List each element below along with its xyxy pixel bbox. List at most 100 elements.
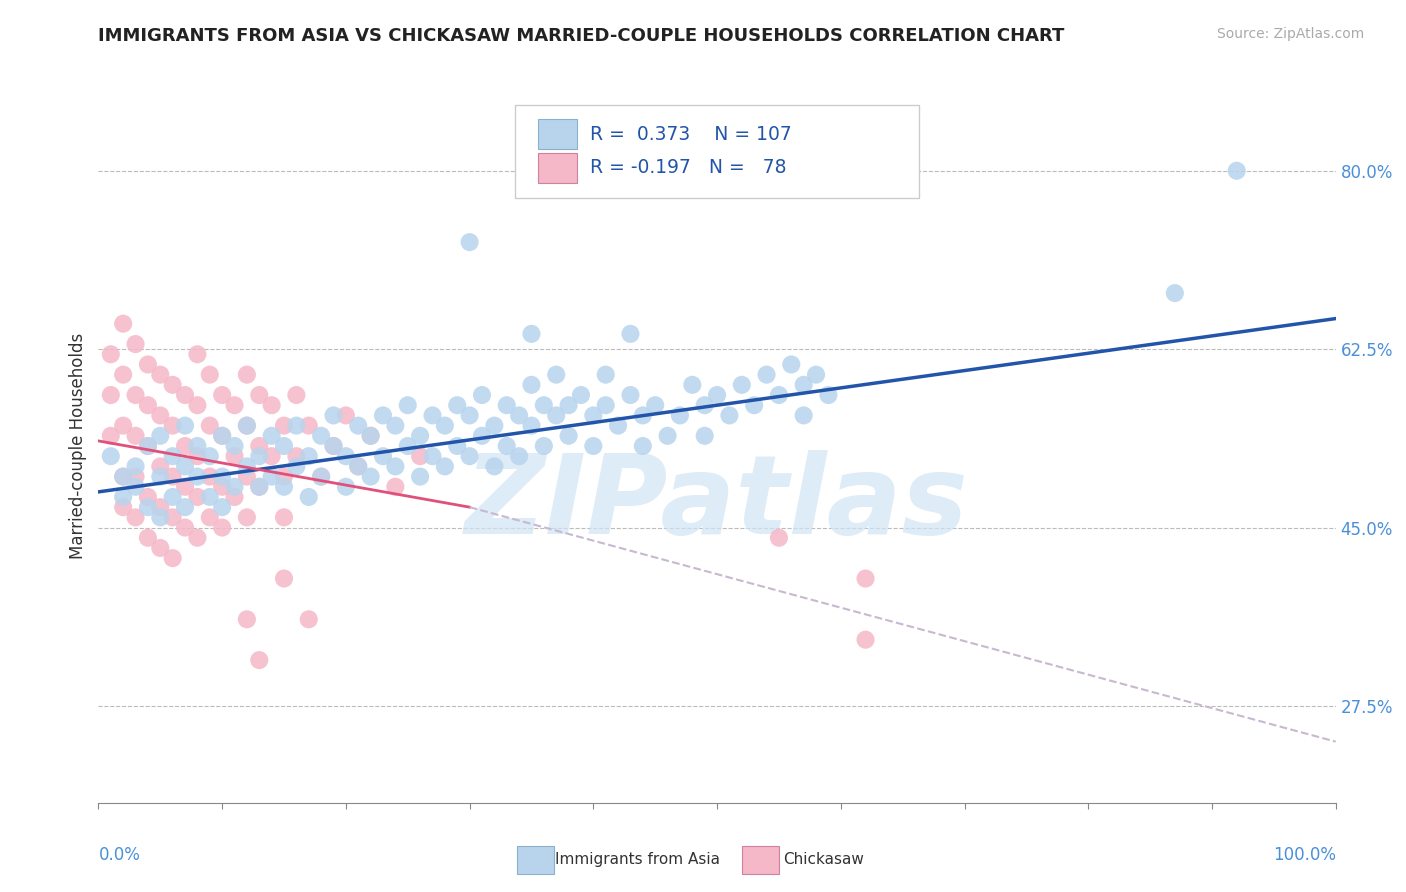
Point [409, 469, 432, 483]
Point [360, 429, 382, 443]
Point [508, 409, 530, 423]
Point [644, 398, 666, 412]
Point [309, 429, 332, 443]
Point [186, 531, 208, 545]
Point [731, 377, 754, 392]
Point [174, 459, 197, 474]
Point [136, 358, 159, 372]
Point [112, 490, 135, 504]
Point [149, 459, 172, 474]
Point [260, 469, 283, 483]
Point [198, 449, 221, 463]
Point [186, 449, 208, 463]
Point [136, 398, 159, 412]
Point [322, 439, 344, 453]
Point [112, 418, 135, 433]
Point [186, 398, 208, 412]
Point [136, 439, 159, 453]
Point [347, 459, 370, 474]
Point [198, 418, 221, 433]
Point [236, 612, 259, 626]
Point [174, 418, 197, 433]
Point [162, 418, 184, 433]
Point [855, 572, 877, 586]
Point [298, 612, 321, 626]
Point [186, 347, 208, 361]
Point [273, 418, 295, 433]
Point [508, 449, 530, 463]
Point [657, 429, 679, 443]
Point [546, 409, 568, 423]
Point [112, 368, 135, 382]
Point [619, 326, 641, 341]
Point [198, 510, 221, 524]
Point [471, 429, 494, 443]
Point [298, 490, 321, 504]
Point [136, 490, 159, 504]
Point [409, 429, 432, 443]
Point [112, 317, 135, 331]
Point [247, 388, 270, 402]
Point [520, 377, 543, 392]
Point [273, 439, 295, 453]
Point [112, 469, 135, 483]
Point [371, 409, 394, 423]
Point [211, 520, 233, 534]
Point [100, 347, 122, 361]
Point [855, 632, 877, 647]
Point [520, 326, 543, 341]
Point [236, 459, 259, 474]
Point [446, 398, 468, 412]
Point [174, 388, 197, 402]
Point [124, 337, 146, 351]
Point [768, 388, 790, 402]
Point [681, 377, 703, 392]
Point [285, 459, 308, 474]
FancyBboxPatch shape [516, 105, 918, 198]
Point [285, 449, 308, 463]
Point [112, 500, 135, 515]
Point [247, 449, 270, 463]
Point [198, 368, 221, 382]
Text: ZIPatlas: ZIPatlas [465, 450, 969, 557]
Point [224, 480, 246, 494]
Point [1164, 286, 1187, 301]
Point [718, 409, 741, 423]
Point [595, 368, 617, 382]
Point [124, 480, 146, 494]
Point [186, 469, 208, 483]
Point [298, 418, 321, 433]
Point [260, 429, 283, 443]
Point [224, 449, 246, 463]
FancyBboxPatch shape [537, 120, 578, 149]
Point [582, 439, 605, 453]
Point [198, 469, 221, 483]
Point [124, 469, 146, 483]
Point [396, 439, 419, 453]
Point [422, 409, 444, 423]
Point [309, 469, 332, 483]
Point [384, 480, 406, 494]
Point [224, 439, 246, 453]
Point [322, 409, 344, 423]
Point [360, 469, 382, 483]
Point [100, 449, 122, 463]
Point [322, 439, 344, 453]
Point [557, 398, 579, 412]
Point [211, 388, 233, 402]
Text: 100.0%: 100.0% [1272, 846, 1336, 863]
Point [149, 368, 172, 382]
Point [533, 398, 555, 412]
Point [149, 500, 172, 515]
Point [495, 398, 517, 412]
Point [198, 490, 221, 504]
Point [211, 500, 233, 515]
FancyBboxPatch shape [537, 153, 578, 183]
Point [124, 510, 146, 524]
Point [211, 469, 233, 483]
Point [582, 409, 605, 423]
Point [136, 531, 159, 545]
Point [236, 418, 259, 433]
Point [136, 500, 159, 515]
Point [631, 409, 654, 423]
